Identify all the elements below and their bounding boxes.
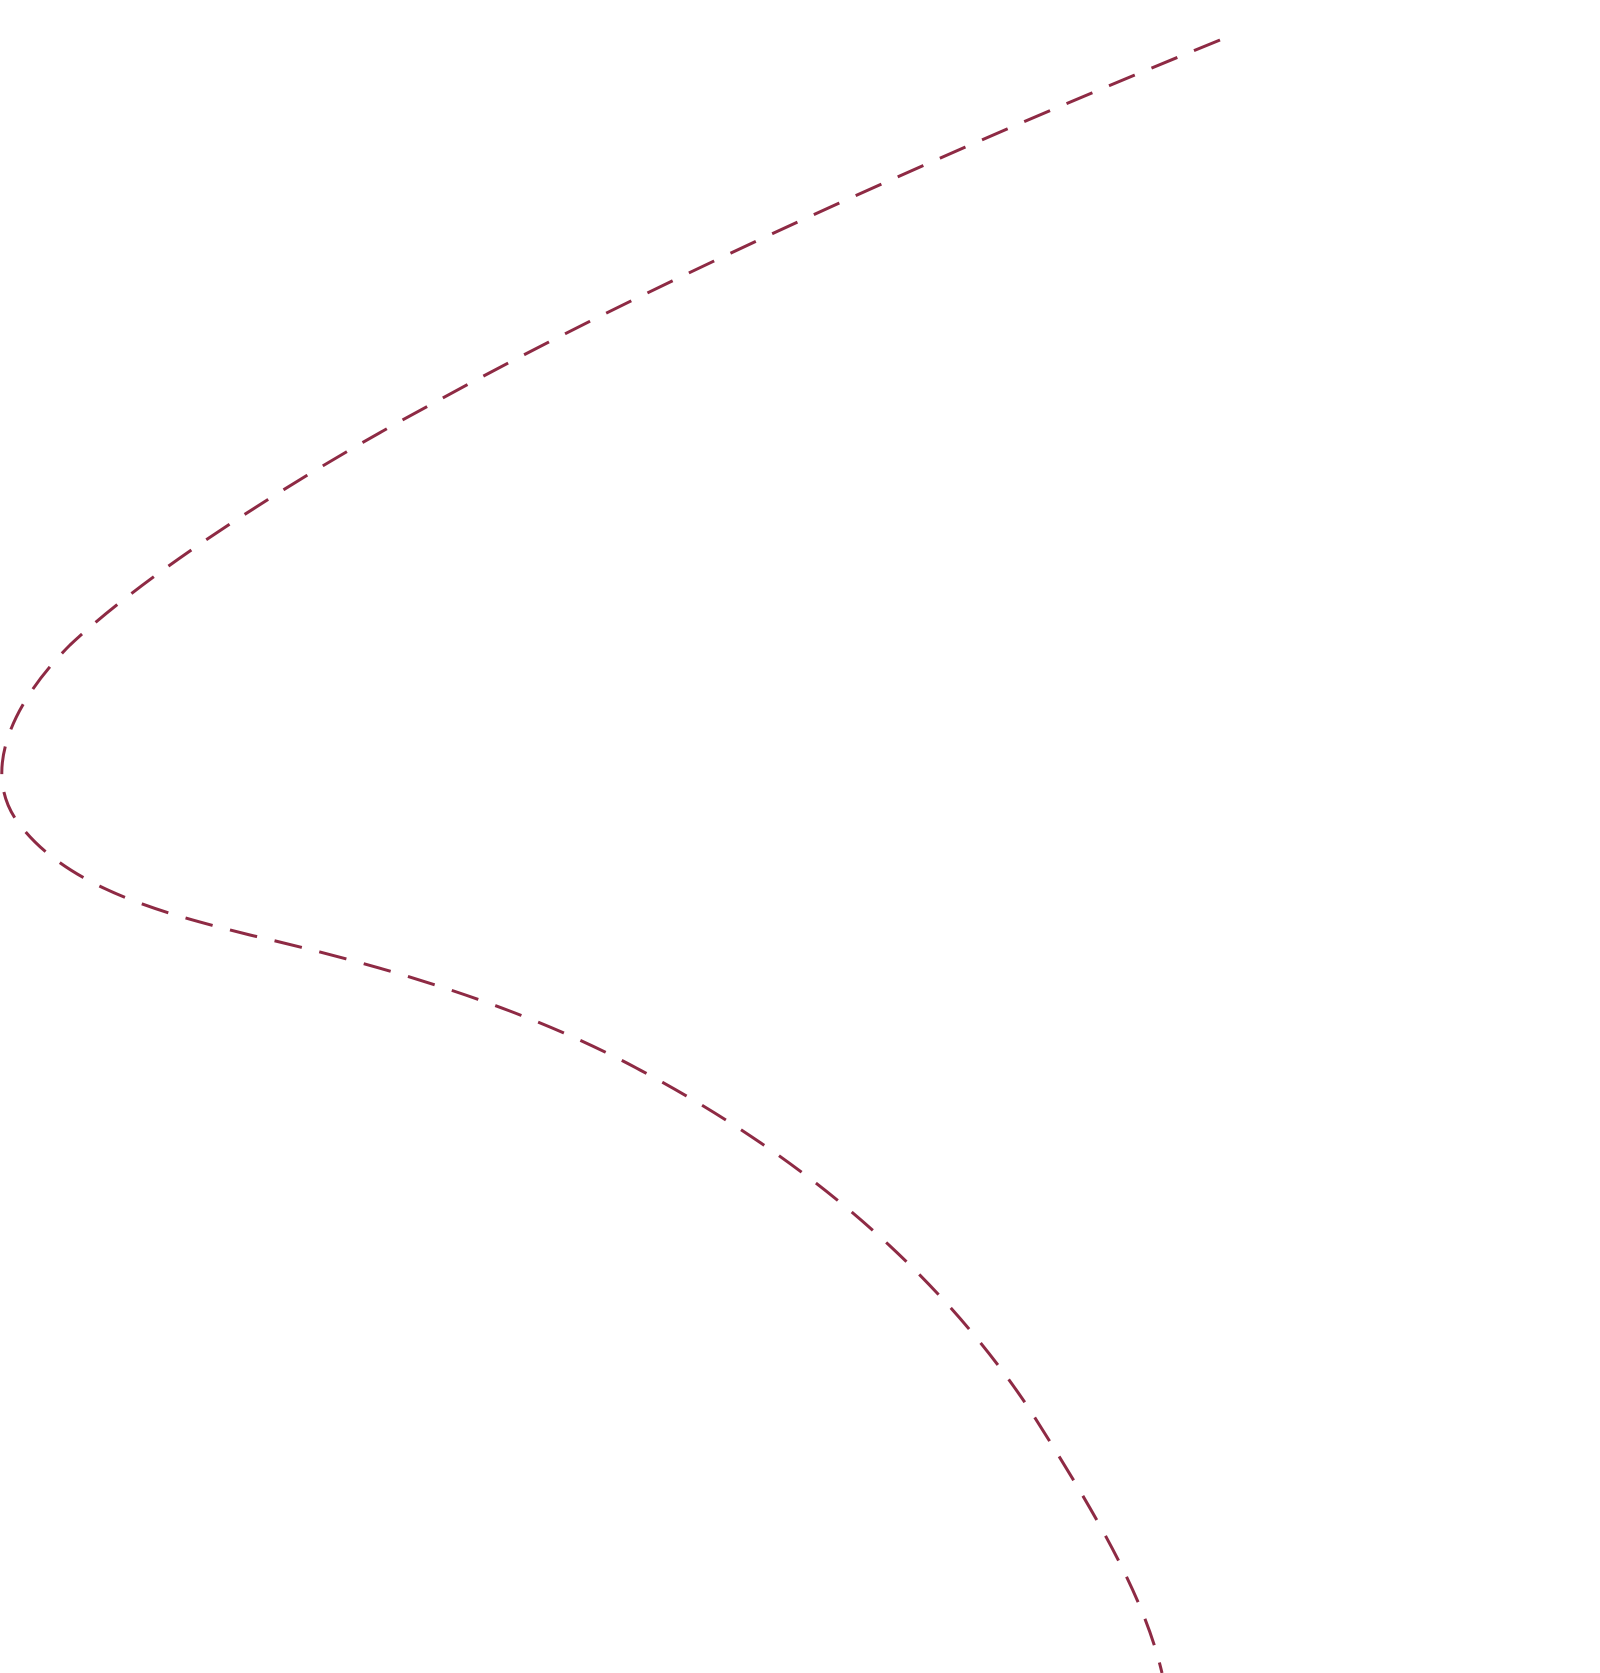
dashed-curve-line: [0, 38, 1221, 1673]
